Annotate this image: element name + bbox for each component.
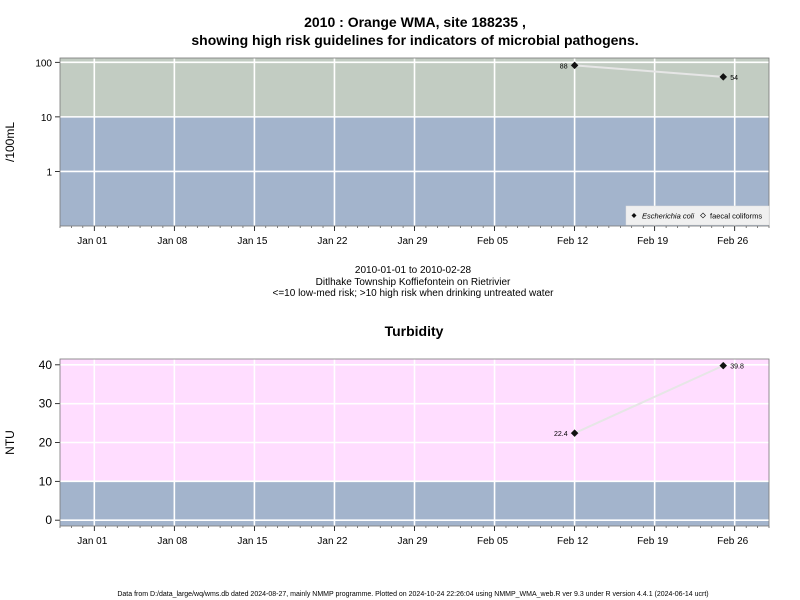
chart1-x-tick-label: Jan 15 (237, 236, 267, 247)
chart1-x-tick-label: Jan 01 (77, 236, 107, 247)
chart2-y-tick-label: 20 (39, 436, 53, 450)
chart2-x-tick-label: Feb 12 (557, 536, 589, 547)
chart1-ylabel: /100mL (3, 122, 17, 162)
chart1-x-tick-label: Feb 05 (477, 236, 509, 247)
chart2-data-point (719, 361, 728, 370)
chart1-x-tick-label: Feb 12 (557, 236, 589, 247)
chart2-data-label: 22.4 (554, 431, 568, 438)
chart2-x-tick-label: Feb 19 (637, 536, 669, 547)
chart1-series-line (574, 64, 724, 78)
chart1-legend-box (625, 205, 770, 226)
chart2-plot: 0 10 20 30 40 Jan 01 Jan 08 Jan 15 Jan 22 Jan 29 F… (3, 358, 770, 547)
chart2-x-tick-label: Feb 05 (477, 536, 509, 547)
chart2-y-tick-label: 30 (39, 397, 53, 411)
chart2-x-tick-label: Feb 26 (717, 536, 749, 547)
chart1-data-point (570, 61, 579, 70)
chart1-y-tick-label: 100 (35, 58, 52, 69)
chart2-series-line (574, 364, 724, 435)
chart1-data-label: 54 (730, 75, 738, 82)
chart1-title-line2: showing high risk guidelines for indicat… (191, 32, 638, 48)
chart1-subtitle-line2: Ditlhake Township Koffiefontein on Rietr… (316, 277, 511, 288)
chart2-data-label: 39.8 (730, 364, 744, 371)
chart1-x-tick-label: Jan 22 (317, 236, 347, 247)
chart1-y-tick-label: 1 (46, 167, 52, 178)
chart1-data-label: 88 (560, 63, 568, 70)
chart1-subtitle-line1: 2010-01-01 to 2010-02-28 (355, 265, 472, 276)
legend-entry-faecal-coliforms: faecal coliforms (710, 212, 762, 221)
chart1-data-point (719, 73, 728, 81)
chart2-data-point (570, 429, 579, 438)
chart1-x-tick-label: Feb 19 (637, 236, 669, 247)
chart2-frame (59, 358, 770, 527)
chart2-y-tick-label: 10 (39, 474, 53, 488)
chart2-x-tick-label: Jan 29 (397, 536, 427, 547)
chart1-title-line1: 2010 : Orange WMA, site 188235 , (304, 14, 526, 30)
chart1-x-tick-label: Jan 08 (157, 236, 187, 247)
chart1-x-tick-label: Jan 29 (397, 236, 427, 247)
chart1-subtitle-line3: <=10 low-med risk; >10 high risk when dr… (273, 288, 555, 299)
chart1-x-tick-label: Feb 26 (717, 236, 749, 247)
chart2-x-tick-label: Jan 01 (77, 536, 107, 547)
legend-filled-diamond-icon (631, 213, 637, 218)
chart2-title: Turbidity (385, 323, 444, 339)
chart2-x-tick-label: Jan 08 (157, 536, 187, 547)
chart2-y-tick-label: 40 (39, 358, 53, 372)
legend-entry-escherichia-coli: Escherichia coli (642, 212, 694, 221)
chart2-x-tick-label: Jan 22 (317, 536, 347, 547)
chart2-x-tick-label: Jan 15 (237, 536, 267, 547)
chart2-y-tick-label: 0 (45, 513, 52, 527)
chart1-y-tick-label: 10 (41, 113, 53, 124)
footer-note: Data from D:/data_large/wq/wms.db dated … (117, 591, 708, 598)
legend-open-diamond-icon (700, 212, 706, 219)
chart1-plot: 100 10 1 Jan 01 Jan 08 Jan 15 Jan 22 Jan 29 Feb … (3, 57, 770, 247)
chart1-frame (59, 57, 770, 227)
chart2-ylabel: NTU (3, 430, 17, 455)
